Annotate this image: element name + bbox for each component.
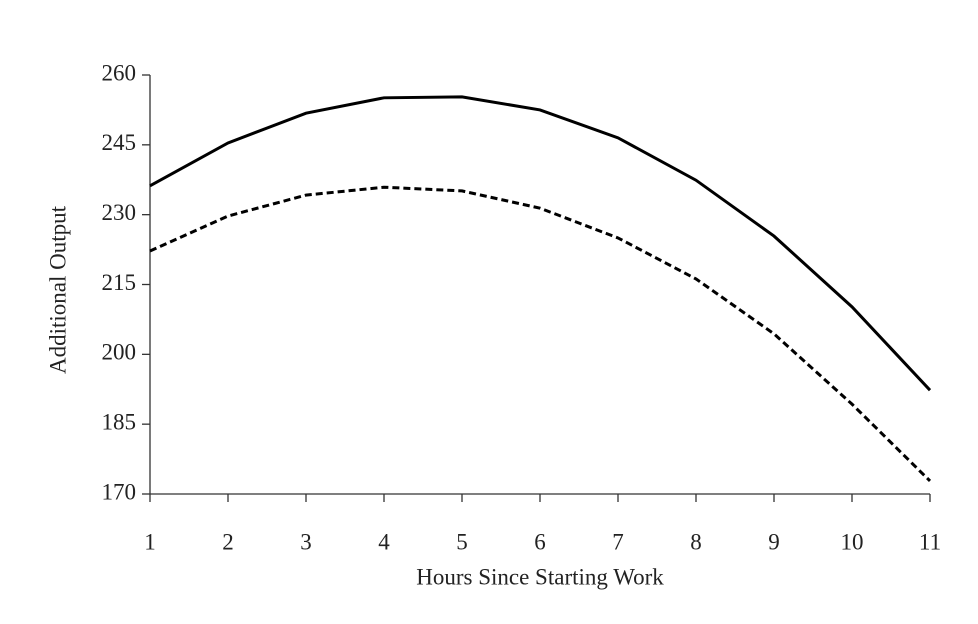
y-tick-label: 245 [102,130,137,155]
x-tick-label: 4 [378,529,390,554]
x-tick-label: 2 [222,529,234,554]
x-tick-label: 1 [144,529,156,554]
y-tick-label: 185 [102,409,137,434]
x-tick-label: 5 [456,529,468,554]
y-tick-label: 170 [102,479,137,504]
line-series [149,95,932,392]
x-tick-label: 7 [612,529,624,554]
x-axis-label: Hours Since Starting Work [416,564,664,589]
x-tick-label: 10 [841,529,864,554]
x-tick-label: 11 [919,529,941,554]
y-tick-label: 215 [102,270,137,295]
y-tick-label: 200 [102,340,137,365]
x-tick-label: 9 [768,529,780,554]
x-tick-label: 6 [534,529,546,554]
y-tick-label: 230 [102,200,137,225]
x-tick-label: 8 [690,529,702,554]
x-tick-label: 3 [300,529,312,554]
y-axis-label: Additional Output [45,205,70,374]
line-series [149,185,932,483]
y-tick-label: 260 [102,60,137,85]
